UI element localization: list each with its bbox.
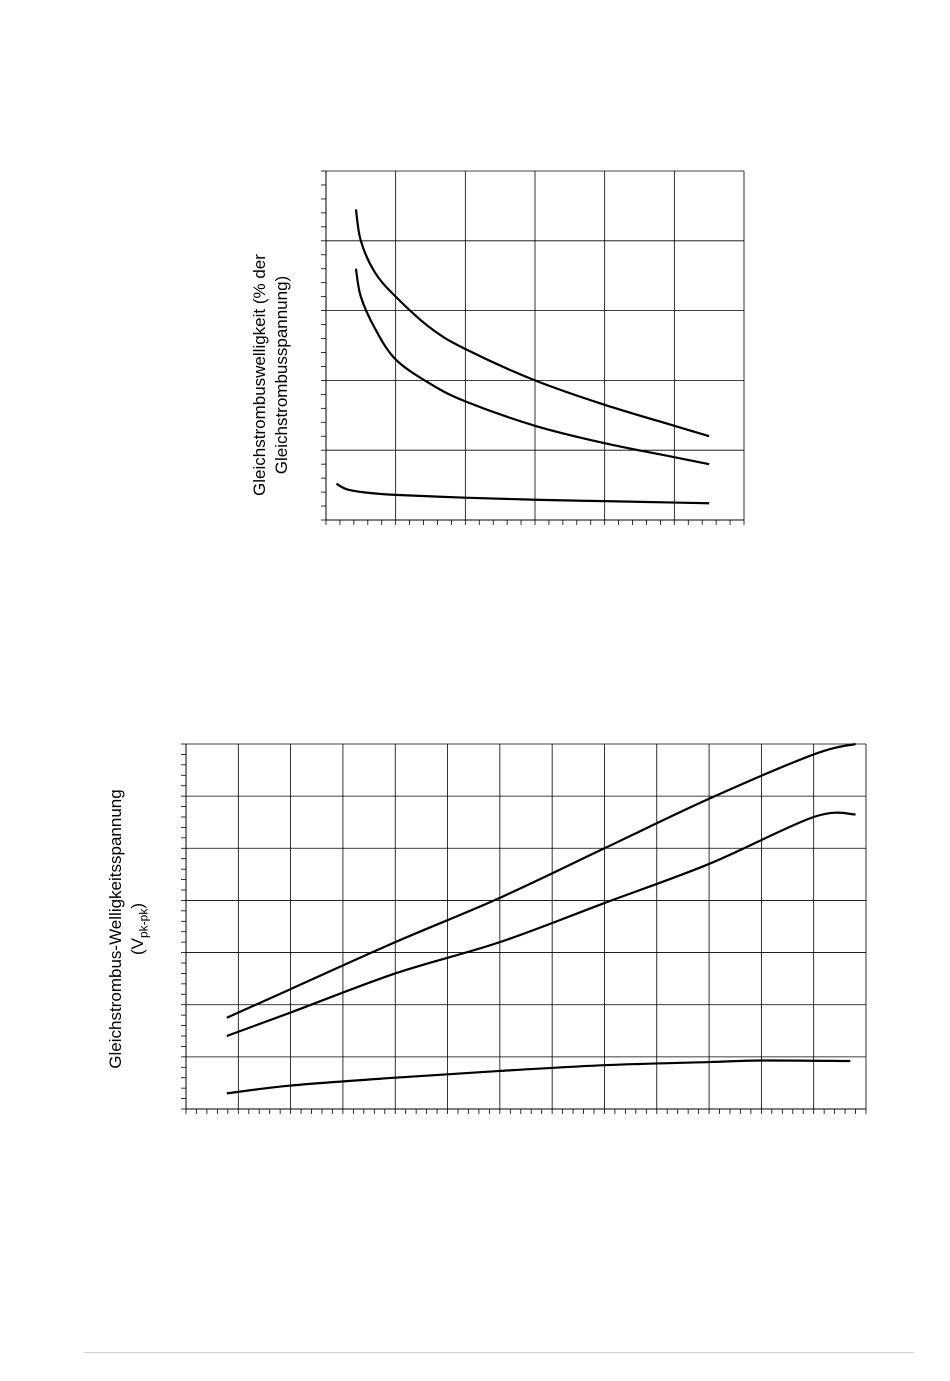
chart2-plot [181,742,867,1114]
chart1-plot [321,170,745,525]
chart2 [181,742,867,1114]
chart2-series-1-line [226,742,856,1019]
chart2-y-axis-unit-suffix: ) [128,903,147,909]
chart2-y-axis-label-line1: Gleichstrombus-Welligkeitsspannung [106,789,125,1069]
chart2-y-axis-unit-prefix: (V [128,938,147,956]
chart1-series-2-line [354,268,710,466]
chart1-series-3-line [335,482,710,505]
chart2-y-axis-label-line2: (Vpk-pk) [127,749,154,1109]
chart2-y-axis-label: Gleichstrombus-Welligkeitsspannung (Vpk-… [105,749,155,1109]
footer-divider [84,1352,914,1353]
chart2-y-axis-unit-subscript: pk-pk [136,908,151,939]
chart1-y-axis-label-line1: Gleichstrombuswelligkeit (% der [250,254,269,496]
chart2-series-2-line [226,811,856,1038]
chart1-y-axis-label-line2: Gleichstrombusspannung) [272,275,291,475]
chart1-y-axis-label: Gleichstrombuswelligkeit (% der Gleichst… [249,215,295,535]
chart1 [321,170,745,525]
chart2-series-3-line [226,1059,851,1095]
chart1-series-1-line [354,209,710,438]
